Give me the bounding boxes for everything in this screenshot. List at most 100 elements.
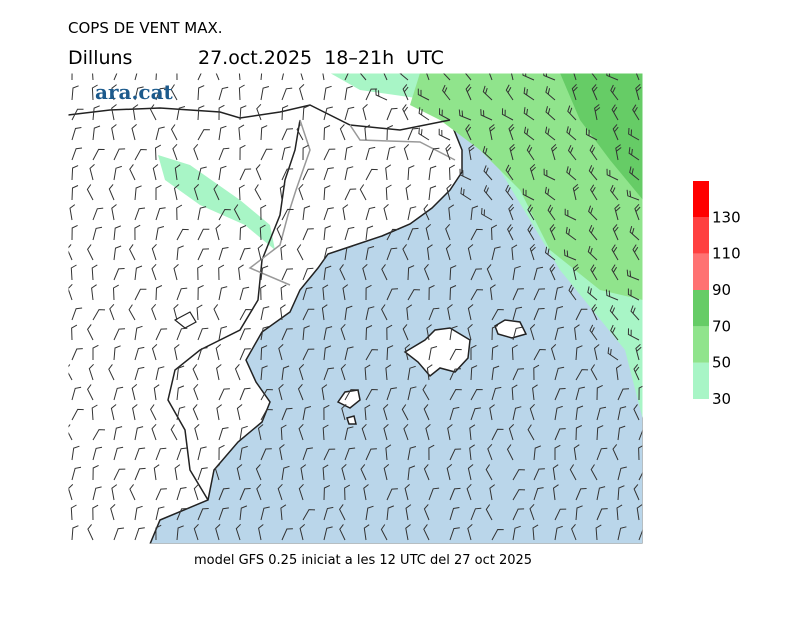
wind-barb (485, 464, 493, 481)
wind-barb (176, 245, 184, 261)
wind-barb (402, 244, 409, 261)
wind-barb (129, 164, 136, 181)
wind-barb (321, 384, 328, 401)
wind-barb (176, 106, 186, 121)
wind-barb (486, 264, 493, 281)
wind-barb (386, 107, 398, 121)
gust-zone-70 (560, 73, 643, 200)
wind-barb (239, 387, 251, 401)
wind-barb (281, 168, 294, 181)
wind-barb (152, 164, 159, 181)
wind-barb (91, 84, 98, 101)
wind-barb (197, 248, 210, 261)
wind-barb (113, 468, 126, 481)
wind-barb (375, 88, 388, 101)
wind-barb (407, 365, 416, 381)
wind-barb (71, 386, 82, 401)
wind-barb (260, 408, 273, 421)
wind-barb (487, 443, 493, 461)
wind-barb (523, 87, 535, 101)
wind-barb (155, 87, 167, 101)
wind-barb (588, 165, 598, 181)
wind-barb (70, 264, 77, 281)
wind-barb (467, 464, 474, 481)
map-frame (67, 72, 644, 545)
wind-barb (527, 204, 535, 221)
wind-barb (134, 86, 144, 101)
wind-barb (627, 288, 640, 301)
wind-barb (92, 504, 99, 521)
wind-barb (323, 367, 335, 381)
wind-barb (596, 406, 607, 421)
wind-barb (149, 104, 157, 121)
wind-barb (423, 263, 430, 281)
wind-barb (636, 504, 643, 521)
wind-barb (554, 508, 567, 521)
wind-barb (364, 124, 371, 141)
wind-barb (611, 264, 619, 281)
wind-barb (467, 304, 474, 321)
wind-barb (71, 525, 79, 541)
wind-barb (239, 286, 250, 301)
wind-barb (302, 205, 311, 221)
wind-barb (438, 108, 451, 121)
wind-barb (91, 264, 98, 281)
wind-barb (260, 86, 270, 101)
wind-barb (281, 105, 289, 121)
wind-barb (113, 225, 121, 241)
wind-barb (113, 245, 122, 261)
wind-barb (339, 124, 346, 141)
wind-barb (302, 228, 314, 241)
wind-barb (129, 484, 136, 501)
wind-barb (628, 127, 640, 141)
wind-barb (383, 404, 389, 421)
wind-barb (215, 73, 220, 81)
wind-barb (567, 105, 577, 121)
wind-barb (113, 165, 122, 181)
wind-barb (449, 368, 462, 381)
wind-barb (575, 425, 583, 441)
wind-barb (426, 364, 433, 381)
wind-barb (533, 308, 545, 321)
wind-barb (300, 73, 304, 81)
wind-barb (423, 504, 430, 521)
wind-barb (339, 524, 346, 541)
wind-barb (239, 348, 251, 361)
wind-barb (489, 124, 496, 141)
wind-barb (491, 308, 504, 321)
wind-barb (491, 428, 504, 441)
wind-barb (174, 164, 181, 181)
wind-barb (155, 524, 162, 541)
wind-barb (632, 244, 640, 261)
wind-barb (566, 126, 577, 141)
wind-barb (281, 528, 293, 541)
wind-barb (438, 128, 451, 141)
wind-barb (111, 124, 117, 141)
wind-barb (385, 364, 392, 381)
wind-barb (630, 305, 640, 321)
wind-barb (71, 224, 78, 241)
wind-barb (508, 203, 515, 221)
wind-barb (545, 106, 556, 121)
wind-barb (589, 324, 598, 341)
wind-barb (512, 489, 526, 501)
wind-barb (155, 366, 165, 381)
wind-barb (344, 305, 353, 321)
wind-barb (428, 307, 440, 321)
wind-barb (612, 444, 619, 461)
wind-barb (491, 528, 504, 541)
wind-barb (425, 73, 430, 81)
wind-barb (470, 507, 482, 521)
wind-barb (218, 326, 228, 341)
wind-barb (155, 184, 162, 200)
wind-barb (533, 364, 540, 381)
wind-barb (281, 465, 290, 481)
wind-barb (554, 428, 566, 441)
wind-barb (554, 286, 564, 301)
wind-barb (176, 204, 183, 221)
wind-barb (197, 467, 208, 481)
wind-barb (465, 84, 472, 101)
wind-barb (323, 345, 332, 361)
wind-barb (218, 125, 227, 141)
wind-barb (617, 425, 626, 441)
